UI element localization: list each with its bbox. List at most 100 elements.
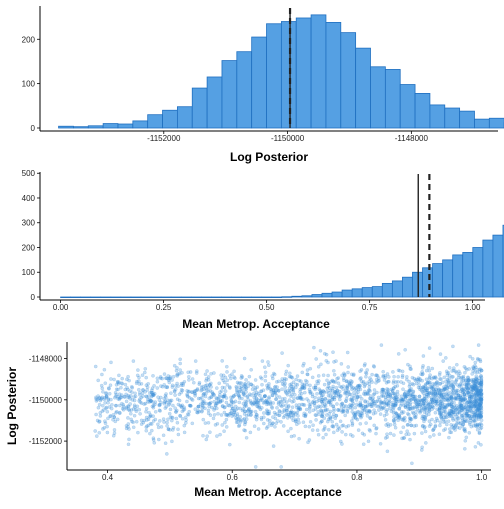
p3-point: [479, 381, 483, 385]
p3-point: [212, 413, 217, 417]
p3-point: [243, 420, 247, 424]
p3-point: [418, 378, 422, 382]
p3-point: [392, 374, 396, 379]
p3-point: [104, 391, 108, 395]
p3-point: [198, 396, 203, 401]
p3-point: [330, 398, 334, 402]
p3-point: [344, 399, 348, 403]
p2-bar: [482, 239, 494, 298]
p3-point: [478, 426, 483, 431]
p3-point: [166, 378, 171, 383]
p3-point: [227, 385, 232, 389]
p3-point: [350, 409, 355, 414]
p3-point: [286, 405, 291, 409]
p3-point: [443, 387, 448, 391]
p3-point: [243, 387, 247, 392]
p3-point: [457, 384, 462, 389]
p3-point: [382, 401, 387, 406]
p3-point: [103, 400, 107, 405]
p3-point: [476, 405, 481, 410]
p3-point: [465, 408, 470, 413]
p3-point: [226, 403, 230, 408]
p3-point: [326, 384, 331, 389]
p3-point: [233, 392, 238, 397]
p3-point: [269, 405, 274, 409]
p3-point: [465, 385, 469, 390]
p3-point: [137, 399, 141, 403]
p3-point: [151, 393, 156, 398]
p3-point: [469, 396, 474, 400]
p3-point: [276, 389, 281, 393]
p3-point: [463, 387, 468, 392]
p3-point: [365, 403, 370, 408]
p3-point: [401, 387, 405, 392]
p3-point: [212, 406, 217, 410]
p3-point: [107, 386, 111, 390]
p3-point: [275, 385, 279, 389]
p3-point: [179, 383, 184, 388]
p3-point: [412, 405, 417, 409]
p3-point: [277, 413, 281, 418]
p3-point: [266, 411, 270, 416]
p3-point: [368, 416, 373, 420]
p3-point: [441, 395, 446, 400]
p3-point: [283, 390, 288, 394]
p3-point: [208, 382, 212, 387]
p3-point: [470, 372, 475, 376]
p3-point: [222, 385, 227, 390]
p3-point: [466, 378, 471, 383]
p3-point: [478, 382, 483, 387]
p3-point: [372, 408, 376, 413]
p3-point: [275, 411, 279, 416]
p3-point: [173, 387, 178, 392]
p3-point: [237, 394, 242, 399]
p3-point: [401, 436, 406, 440]
p3-point: [438, 402, 443, 407]
p3-point: [134, 419, 139, 424]
p3-point: [458, 421, 463, 425]
p3-point: [208, 388, 213, 393]
p3-point: [100, 386, 105, 391]
p3-point: [185, 399, 189, 404]
p3-point: [95, 434, 99, 438]
p3-point: [400, 369, 405, 374]
p3-point: [479, 423, 484, 427]
p3-point: [399, 380, 403, 384]
p3-point: [158, 375, 163, 379]
p3-point: [453, 369, 458, 374]
p3-point: [221, 394, 225, 399]
p3-point: [358, 403, 362, 408]
p3-point: [203, 406, 207, 411]
p3-point: [324, 401, 329, 405]
p3-point: [415, 406, 420, 411]
p3-point: [321, 408, 326, 413]
p3-point: [472, 401, 477, 406]
p3-point: [318, 388, 323, 393]
p3-point: [200, 403, 205, 408]
p3-point: [446, 412, 450, 417]
p3-x-tick-label: 0.4: [102, 473, 114, 482]
p3-point: [101, 403, 105, 408]
p3-point: [384, 401, 389, 405]
p3-point: [462, 402, 467, 407]
p3-point: [273, 424, 277, 429]
p3-point: [271, 421, 275, 425]
p3-point: [352, 412, 357, 417]
p3-point: [340, 410, 345, 414]
p3-point: [418, 398, 423, 402]
p3-point: [111, 417, 115, 422]
p3-point: [307, 424, 312, 429]
p3-point: [451, 388, 456, 393]
p3-point: [403, 394, 407, 398]
p3-point: [262, 400, 267, 405]
p3-point: [479, 384, 484, 389]
p3-point: [173, 406, 177, 411]
p3-point: [431, 427, 436, 432]
p3-point: [358, 384, 362, 388]
p3-point: [295, 374, 300, 378]
p2-bar: [371, 286, 383, 298]
p3-point: [393, 410, 398, 415]
p3-point: [117, 380, 121, 385]
p3-point: [212, 371, 216, 375]
